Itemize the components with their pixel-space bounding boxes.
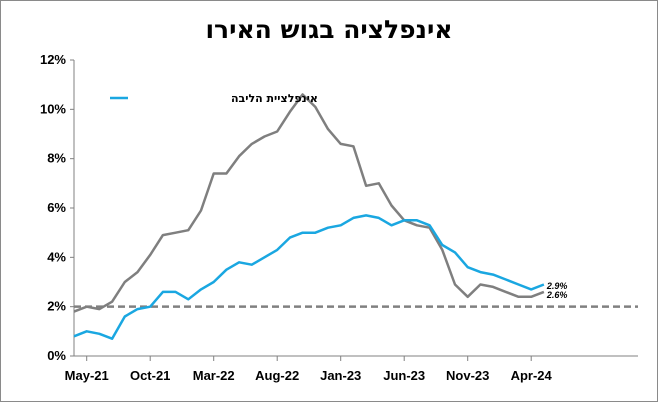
legend-label-core: אינפלציית הליבה (231, 92, 318, 105)
y-tick-label: 4% (47, 249, 66, 264)
y-tick-label: 0% (47, 348, 66, 363)
y-tick-label: 6% (47, 200, 66, 215)
x-tick-label: Oct-21 (130, 368, 170, 383)
x-tick-label: Jan-23 (320, 368, 361, 383)
end-label-headline: 2.6% (546, 290, 568, 300)
core-inflation-line (73, 214, 545, 340)
headline-inflation-line (73, 93, 545, 313)
end-label-core: 2.9% (546, 281, 568, 291)
x-tick-label: Mar-22 (193, 368, 235, 383)
y-tick-label: 8% (47, 151, 66, 166)
y-tick-label: 2% (47, 299, 66, 314)
x-tick-label: Aug-22 (255, 368, 299, 383)
x-tick-label: Nov-23 (446, 368, 489, 383)
x-tick-label: May-21 (65, 368, 109, 383)
x-tick-label: Jun-23 (383, 368, 425, 383)
x-tick-label: Apr-24 (511, 368, 553, 383)
y-tick-label: 12% (40, 52, 66, 67)
chart-title: אינפלציה בגוש האירו (205, 15, 453, 44)
y-tick-label: 10% (40, 101, 66, 116)
